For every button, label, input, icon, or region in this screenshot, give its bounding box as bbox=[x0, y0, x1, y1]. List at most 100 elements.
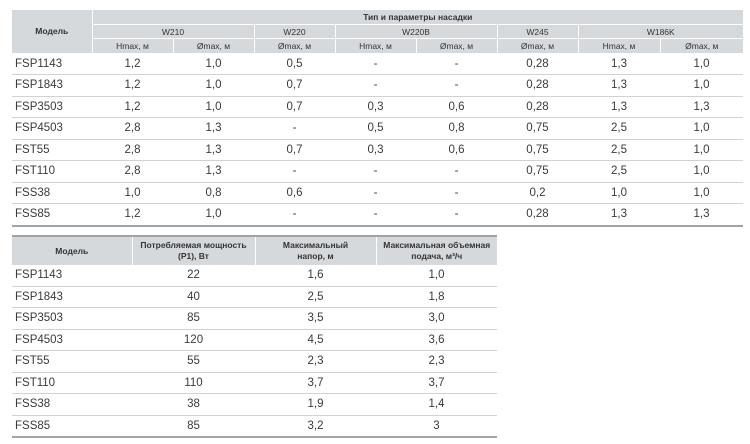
value-cell: 0,7 bbox=[254, 74, 335, 97]
value-cell: 0,6 bbox=[254, 182, 335, 204]
nozzle-header: W186K bbox=[577, 24, 744, 39]
value-cell: 1,3 bbox=[173, 160, 254, 183]
value-cell: 1,0 bbox=[173, 96, 254, 118]
value-cell: 1,3 bbox=[578, 96, 660, 118]
value-cell: 1,0 bbox=[660, 53, 744, 75]
value-cell: 0,8 bbox=[173, 182, 254, 204]
flow-cell: 1,8 bbox=[376, 286, 497, 308]
value-cell: 0,5 bbox=[335, 117, 416, 140]
flow-cell: 2,3 bbox=[376, 350, 497, 373]
power-cell: 38 bbox=[132, 393, 255, 416]
model-cell: FSP1143 bbox=[12, 53, 92, 75]
table-row: FST110 2,8 1,3- - -0,75 2,5 1,0 bbox=[12, 160, 744, 183]
column-header: Ømax, м bbox=[659, 38, 744, 53]
flow-header-line1: Максимальная объемная bbox=[383, 240, 491, 250]
model-cell: FSS85 bbox=[12, 203, 92, 227]
value-cell: - bbox=[254, 160, 335, 183]
head-header: Максимальный напор, м bbox=[254, 235, 376, 265]
model-cell: FST55 bbox=[12, 139, 92, 161]
value-cell: 0,28 bbox=[497, 203, 578, 227]
power-cell: 110 bbox=[132, 372, 255, 394]
model-cell: FST110 bbox=[12, 372, 132, 394]
head-cell: 3,7 bbox=[255, 372, 376, 394]
table-row: FSS38 1,0 0,8 0,6- -0,2 1,0 1,0 bbox=[12, 182, 744, 204]
value-cell: 2,5 bbox=[578, 139, 660, 161]
model-cell: FSS38 bbox=[12, 393, 132, 416]
value-cell: - bbox=[416, 182, 497, 204]
value-cell: 0,7 bbox=[254, 139, 335, 161]
value-cell: 1,0 bbox=[660, 117, 744, 140]
table-row: FSS38 38 1,9 1,4 bbox=[12, 393, 497, 416]
table-row: FSP1143 1,2 1,0 0,5- -0,28 1,3 1,0 bbox=[12, 53, 744, 75]
value-cell: 1,0 bbox=[660, 160, 744, 183]
head-cell: 2,3 bbox=[255, 350, 376, 373]
value-cell: 0,75 bbox=[497, 160, 578, 183]
head-cell: 2,5 bbox=[255, 286, 376, 308]
model-cell: FST55 bbox=[12, 350, 132, 373]
model-cell: FSS38 bbox=[12, 182, 92, 204]
value-cell: 0,28 bbox=[497, 74, 578, 97]
model-cell: FSP1843 bbox=[12, 74, 92, 97]
value-cell: - bbox=[254, 117, 335, 140]
value-cell: 0,28 bbox=[497, 96, 578, 118]
model-cell: FSS85 bbox=[12, 415, 132, 438]
value-cell: 1,3 bbox=[173, 117, 254, 140]
column-header: Hmax, м bbox=[334, 38, 416, 53]
flow-header: Максимальная объемная подача, м³/ч bbox=[375, 235, 497, 265]
head-cell: 1,9 bbox=[255, 393, 376, 416]
flow-cell: 1,4 bbox=[376, 393, 497, 416]
value-cell: 0,8 bbox=[416, 117, 497, 140]
value-cell: 0,5 bbox=[254, 53, 335, 75]
power-cell: 22 bbox=[132, 265, 255, 287]
value-cell: 1,2 bbox=[92, 53, 173, 75]
flow-cell: 1,0 bbox=[376, 265, 497, 287]
flow-cell: 3,0 bbox=[376, 307, 497, 330]
value-cell: 1,2 bbox=[92, 203, 173, 227]
nozzle-header: W220 bbox=[253, 24, 335, 39]
value-cell: 1,0 bbox=[660, 182, 744, 204]
flow-header-line2: подача, м³/ч bbox=[411, 251, 463, 261]
head-cell: 3,5 bbox=[255, 307, 376, 330]
table-row: FST110 110 3,7 3,7 bbox=[12, 372, 497, 394]
nozzle-parameters-table: Модель Тип и параметры насадки W210 W220… bbox=[12, 10, 744, 227]
table-row: FSP1843 40 2,5 1,8 bbox=[12, 286, 497, 308]
value-cell: 0,6 bbox=[416, 139, 497, 161]
value-cell: - bbox=[335, 203, 416, 227]
table-row: FSP3503 85 3,5 3,0 bbox=[12, 307, 497, 330]
pump-specs-table: Модель Потребляемая мощность (P1), Вт Ма… bbox=[12, 235, 497, 438]
table-row: FSP1143 22 1,6 1,0 bbox=[12, 265, 497, 287]
model-cell: FSP3503 bbox=[12, 96, 92, 118]
flow-cell: 3 bbox=[376, 415, 497, 438]
table-row: FSS85 85 3,2 3 bbox=[12, 415, 497, 438]
value-cell: 2,5 bbox=[578, 160, 660, 183]
value-cell: 2,8 bbox=[92, 117, 173, 140]
group-header: Тип и параметры насадки bbox=[91, 10, 744, 25]
model-cell: FST110 bbox=[12, 160, 92, 183]
column-header: Hmax, м bbox=[577, 38, 660, 53]
table-row: FSS85 1,2 1,0- - -0,28 1,3 1,3 bbox=[12, 203, 744, 227]
flow-cell: 3,6 bbox=[376, 329, 497, 351]
table-row: FST55 2,8 1,3 0,7 0,3 0,6 0,75 2,5 1,0 bbox=[12, 139, 744, 161]
value-cell: 1,0 bbox=[660, 139, 744, 161]
head-cell: 4,5 bbox=[255, 329, 376, 351]
model-header: Модель bbox=[12, 10, 92, 54]
table-row: FST55 55 2,3 2,3 bbox=[12, 350, 497, 373]
value-cell: 1,0 bbox=[173, 203, 254, 227]
value-cell: 0,3 bbox=[335, 96, 416, 118]
column-header: Ømax, м bbox=[415, 38, 497, 53]
nozzle-header: W220B bbox=[334, 24, 497, 39]
value-cell: - bbox=[335, 74, 416, 97]
value-cell: 1,0 bbox=[173, 74, 254, 97]
value-cell: 1,2 bbox=[92, 74, 173, 97]
value-cell: 1,0 bbox=[578, 182, 660, 204]
value-cell: 2,8 bbox=[92, 160, 173, 183]
value-cell: 0,28 bbox=[497, 53, 578, 75]
head-cell: 1,6 bbox=[255, 265, 376, 287]
value-cell: - bbox=[416, 203, 497, 227]
value-cell: 0,75 bbox=[497, 139, 578, 161]
value-cell: 2,5 bbox=[578, 117, 660, 140]
model-cell: FSP4503 bbox=[12, 329, 132, 351]
value-cell: 1,0 bbox=[92, 182, 173, 204]
value-cell: - bbox=[416, 160, 497, 183]
power-cell: 85 bbox=[132, 415, 255, 438]
